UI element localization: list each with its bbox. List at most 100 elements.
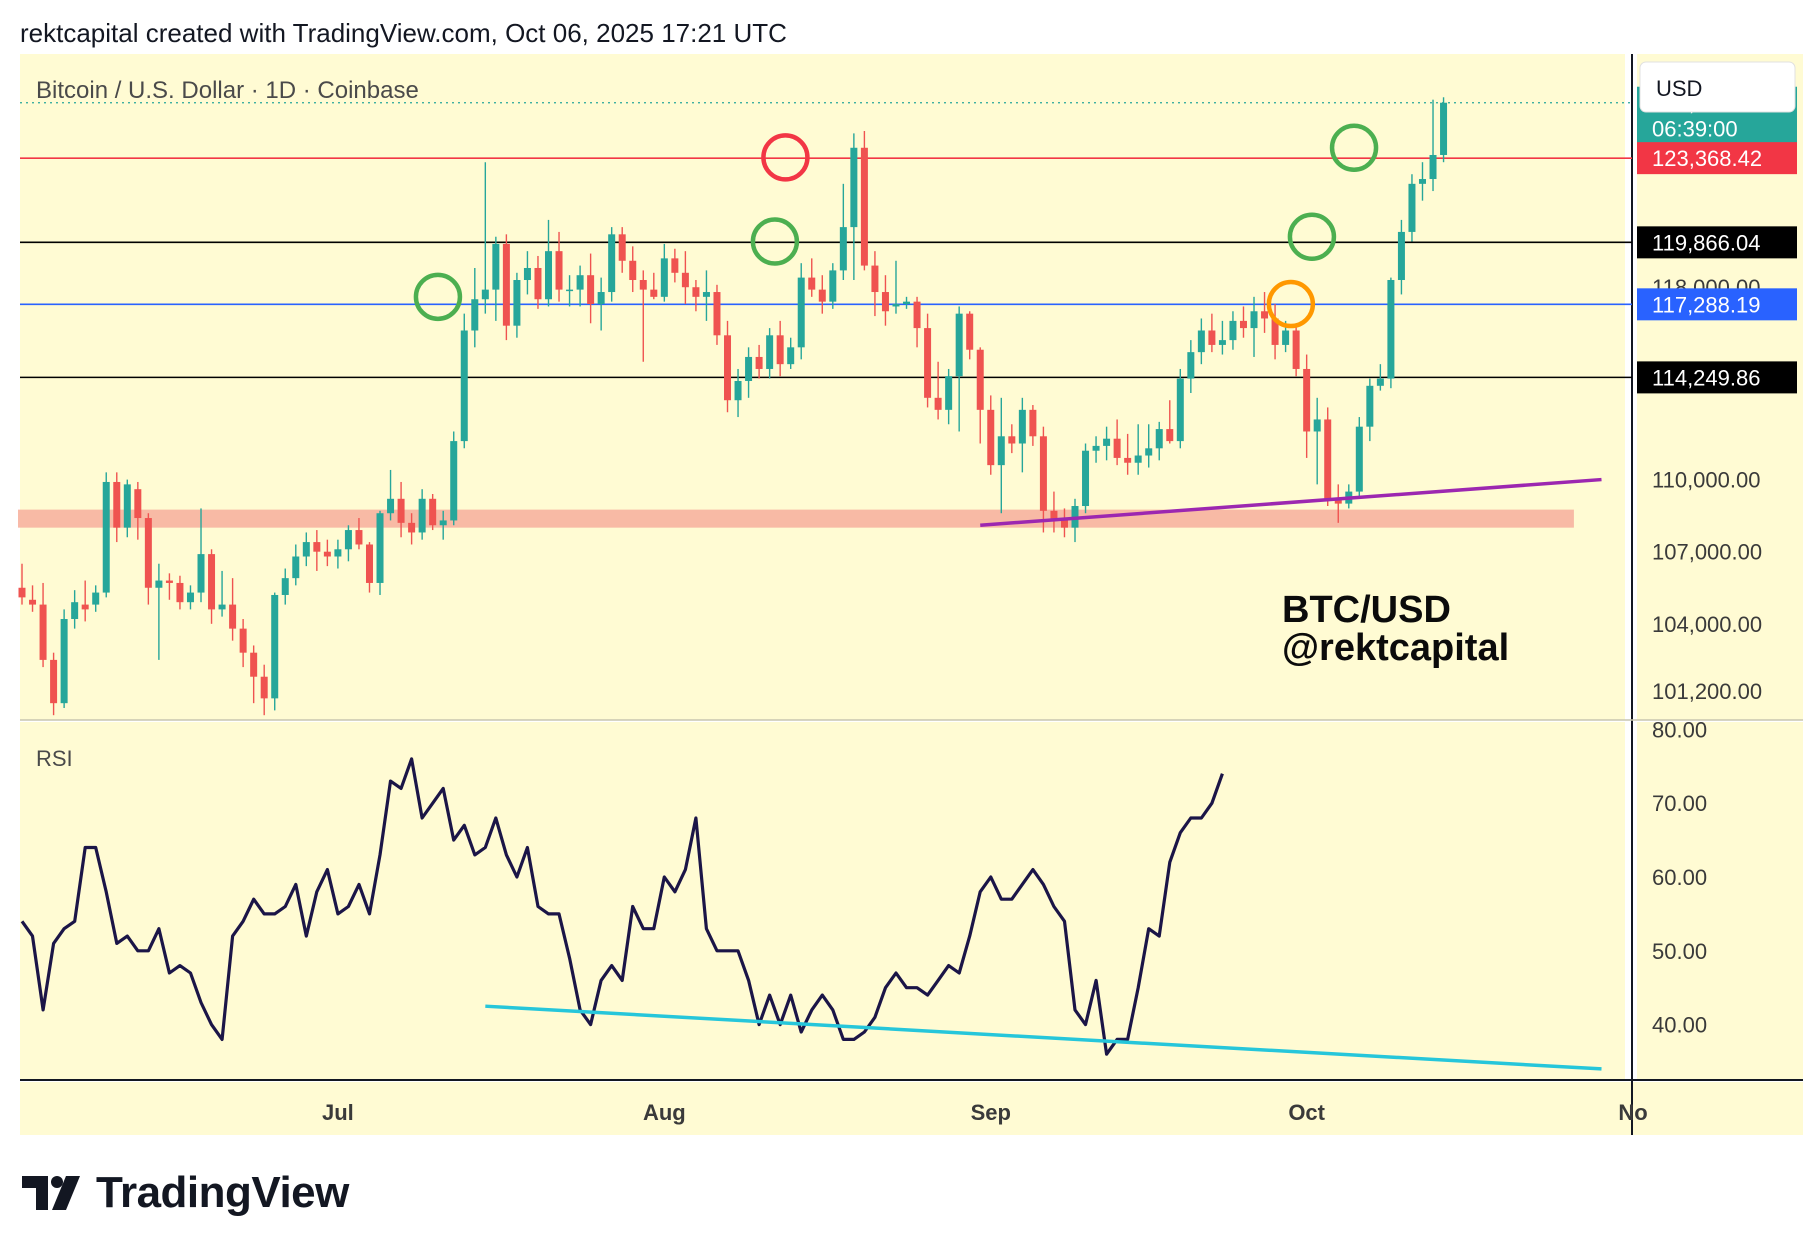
tradingview-logo-icon bbox=[22, 1176, 80, 1210]
candle-body-43 bbox=[471, 299, 479, 331]
candle-body-0 bbox=[18, 587, 26, 598]
candle-body-28 bbox=[313, 542, 321, 552]
candle-body-42 bbox=[460, 330, 468, 442]
support-trendline bbox=[980, 477, 1602, 527]
rsi-tick-0: 40.00 bbox=[1652, 1013, 1707, 1038]
candle-body-73 bbox=[787, 347, 795, 365]
candle-body-84 bbox=[903, 301, 911, 305]
currency-button-label[interactable]: USD bbox=[1656, 76, 1702, 101]
price-label-box-4 bbox=[1637, 361, 1797, 394]
candle-body-87 bbox=[934, 397, 942, 410]
candle-body-44 bbox=[481, 289, 489, 300]
candle-body-22 bbox=[250, 652, 258, 677]
candle-body-74 bbox=[797, 277, 805, 348]
candle-body-2 bbox=[39, 604, 47, 660]
candle-body-116 bbox=[1239, 320, 1247, 329]
candle-body-19 bbox=[218, 604, 226, 610]
candle-body-127 bbox=[1355, 426, 1363, 492]
candle-body-118 bbox=[1261, 311, 1269, 319]
time-label-1: Aug bbox=[643, 1100, 686, 1125]
candle-body-34 bbox=[376, 513, 384, 583]
candle-body-23 bbox=[260, 676, 268, 699]
time-axis-bg bbox=[20, 1082, 1803, 1135]
candle-body-65 bbox=[702, 292, 710, 297]
candle-body-106 bbox=[1134, 455, 1142, 463]
candle-body-123 bbox=[1313, 419, 1321, 432]
candle-body-17 bbox=[197, 554, 205, 593]
candle-body-10 bbox=[123, 484, 131, 528]
candle-body-72 bbox=[776, 335, 784, 365]
candle-body-80 bbox=[860, 147, 868, 266]
candle-body-45 bbox=[492, 243, 500, 290]
candle-body-63 bbox=[681, 272, 689, 288]
candle-body-47 bbox=[513, 280, 521, 326]
candle-body-40 bbox=[439, 520, 447, 526]
price-tick-0: 101,200.00 bbox=[1652, 679, 1762, 704]
candle-body-77 bbox=[829, 270, 837, 302]
candle-body-49 bbox=[534, 267, 542, 300]
rsi-axis-bg bbox=[1637, 722, 1803, 1080]
candle-body-14 bbox=[165, 580, 173, 583]
candle-body-130 bbox=[1387, 280, 1395, 379]
candle-body-88 bbox=[945, 376, 953, 410]
candle-body-82 bbox=[881, 292, 889, 312]
candle-body-78 bbox=[839, 227, 847, 271]
candle-body-94 bbox=[1008, 436, 1016, 444]
highlight-circle-4 bbox=[1287, 212, 1337, 261]
price-label-2: 119,866.04 bbox=[1652, 230, 1760, 255]
tradingview-logo[interactable]: TradingView bbox=[22, 1168, 349, 1218]
candle-body-30 bbox=[334, 549, 342, 557]
candle-body-26 bbox=[292, 556, 300, 579]
candle-body-108 bbox=[1155, 429, 1163, 449]
candle-body-132 bbox=[1408, 183, 1416, 232]
candle-body-112 bbox=[1197, 330, 1205, 353]
rsi-tick-4: 80.00 bbox=[1652, 717, 1707, 742]
candle-body-52 bbox=[566, 289, 574, 292]
candle-body-85 bbox=[913, 301, 921, 329]
time-label-4: No bbox=[1618, 1100, 1647, 1125]
candle-body-5 bbox=[71, 602, 79, 620]
candle-body-99 bbox=[1060, 520, 1068, 528]
price-tick-2: 107,000.00 bbox=[1652, 540, 1762, 565]
candle-body-12 bbox=[144, 518, 152, 588]
candle-body-67 bbox=[724, 335, 732, 401]
candle-body-36 bbox=[397, 498, 405, 523]
candle-body-25 bbox=[281, 578, 289, 595]
candle-body-33 bbox=[365, 544, 373, 583]
time-label-2: Sep bbox=[971, 1100, 1011, 1125]
candle-body-58 bbox=[629, 260, 637, 281]
rsi-title: RSI bbox=[36, 746, 73, 771]
price-label-1: 123,368.42 bbox=[1652, 146, 1762, 171]
candle-body-98 bbox=[1050, 510, 1058, 521]
rsi-trendline bbox=[485, 1004, 1602, 1071]
chart-caption: rektcapital created with TradingView.com… bbox=[20, 18, 787, 48]
candle-body-15 bbox=[176, 582, 184, 603]
candle-body-61 bbox=[660, 258, 668, 297]
candle-body-46 bbox=[502, 243, 510, 326]
candle-body-128 bbox=[1366, 385, 1374, 427]
tradingview-wordmark: TradingView bbox=[96, 1168, 349, 1217]
candle-body-125 bbox=[1334, 498, 1342, 504]
candle-body-59 bbox=[639, 280, 647, 290]
candle-body-115 bbox=[1229, 320, 1237, 341]
annotation-line-1: BTC/USD bbox=[1282, 589, 1451, 631]
candle-body-50 bbox=[545, 251, 552, 300]
currency-button[interactable]: USD bbox=[1639, 61, 1796, 113]
candle-body-32 bbox=[355, 530, 363, 545]
annotation-line-2: @rektcapital bbox=[1282, 627, 1509, 669]
candle-body-60 bbox=[650, 289, 658, 297]
candle-body-37 bbox=[408, 522, 416, 533]
candle-body-56 bbox=[608, 234, 616, 293]
candle-body-1 bbox=[29, 599, 37, 605]
candle-body-41 bbox=[450, 441, 458, 521]
rsi-tick-3: 70.00 bbox=[1652, 791, 1707, 816]
candle-body-124 bbox=[1324, 419, 1332, 499]
candle-body-101 bbox=[1082, 450, 1090, 507]
candle-body-102 bbox=[1092, 445, 1100, 451]
time-label-3: Oct bbox=[1288, 1100, 1325, 1125]
candle-body-16 bbox=[186, 592, 194, 603]
candle-body-35 bbox=[387, 498, 395, 514]
candle-body-131 bbox=[1397, 231, 1405, 281]
candle-body-53 bbox=[576, 275, 584, 290]
